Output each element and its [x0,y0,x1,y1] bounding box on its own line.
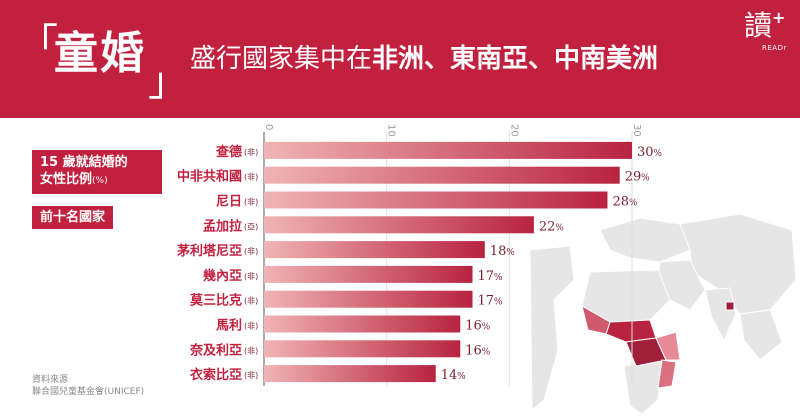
value-unit: % [494,298,503,308]
top10-tag: 前十名國家 [32,206,114,229]
legend-unit: (%) [92,176,108,186]
subtitle-plain: 盛行國家集中在 [190,44,373,74]
value-unit: % [555,223,564,233]
world-map [530,213,797,415]
value-label: 17 [478,294,495,309]
logo-sub: READr [762,44,787,52]
category-label: 中非共和國 [177,169,242,185]
region-label: (非) [244,197,258,207]
region-label: (非) [244,296,258,306]
bar [264,265,473,283]
source-org: 聯合國兒童基金會(UNICEF) [32,387,145,397]
bar [264,241,485,259]
quote-close: 」 [148,59,188,105]
map-west-africa [581,304,611,335]
map-bangladesh [725,301,735,311]
category-label: 衣索比亞 [190,367,242,383]
tick-label: 30 [631,124,642,137]
category-label: 莫三比克 [189,293,242,309]
legend-tag: 15 歲就結婚的 女性比例(%) [32,150,162,194]
map-mozambique [657,359,677,389]
value-label: 22 [539,219,556,234]
category-label: 馬利 [216,318,242,334]
value-unit: % [641,174,650,184]
value-label: 17 [478,269,495,284]
category-label: 尼日 [216,195,242,210]
bar [264,166,620,184]
region-label: (非) [244,271,258,281]
tick-label: 0 [263,124,274,130]
subtitle-bold: 非洲、東南亞、中南美洲 [372,44,659,74]
value-unit: % [494,273,503,283]
value-label: 16 [465,319,482,334]
map-south-asia [704,287,737,342]
value-unit: % [506,248,515,258]
bar [264,290,473,308]
bar [264,191,608,209]
header-banner: 「 童婚 」 盛行國家集中在非洲、東南亞、中南美洲 讀 + READr [0,0,800,118]
logo-plus: + [772,8,786,27]
value-label: 29 [625,170,642,185]
bar [264,141,632,159]
region-label: (亞) [244,222,258,231]
region-label: (非) [244,172,258,182]
source-label: 資料來源 [32,375,69,385]
bar [264,365,436,383]
map-east-africa [655,331,681,361]
category-label: 茅利塔尼亞 [177,243,242,259]
legend-line1: 15 歲就結婚的 [40,155,128,170]
tick-label: 10 [386,124,397,137]
bar [264,216,534,234]
value-unit: % [653,149,662,159]
map-sea [739,309,783,361]
category-label: 查德 [215,144,242,160]
value-unit: % [457,372,466,382]
region-label: (非) [244,345,258,355]
value-unit: % [482,323,491,333]
region-label: (非) [244,246,258,256]
tick-label: 20 [508,124,519,137]
subtitle: 盛行國家集中在非洲、東南亞、中南美洲 [190,46,658,72]
source-note: 資料來源 聯合國兒童基金會(UNICEF) [32,374,144,398]
region-label: (非) [244,370,258,380]
value-label: 18 [490,244,507,259]
bar [264,315,461,333]
readr-logo[interactable]: 讀 + READr [744,8,787,52]
map-americas [530,245,575,412]
quote-open: 「 [18,21,58,67]
category-label: 孟加拉 [203,218,242,234]
bar [264,340,461,358]
region-label: (非) [244,147,258,157]
legend-line2: 女性比例 [40,172,93,187]
value-label: 14 [441,368,458,383]
value-unit: % [482,347,491,357]
value-label: 16 [465,343,482,358]
logo-char: 讀 [744,9,773,42]
category-label: 幾內亞 [203,268,242,284]
value-label: 28 [612,195,629,210]
main-title: 童婚 [54,28,146,79]
map-europe [599,217,691,263]
value-unit: % [629,199,638,209]
region-label: (非) [244,321,258,331]
value-label: 30 [637,145,654,160]
category-label: 奈及利亞 [189,342,242,358]
